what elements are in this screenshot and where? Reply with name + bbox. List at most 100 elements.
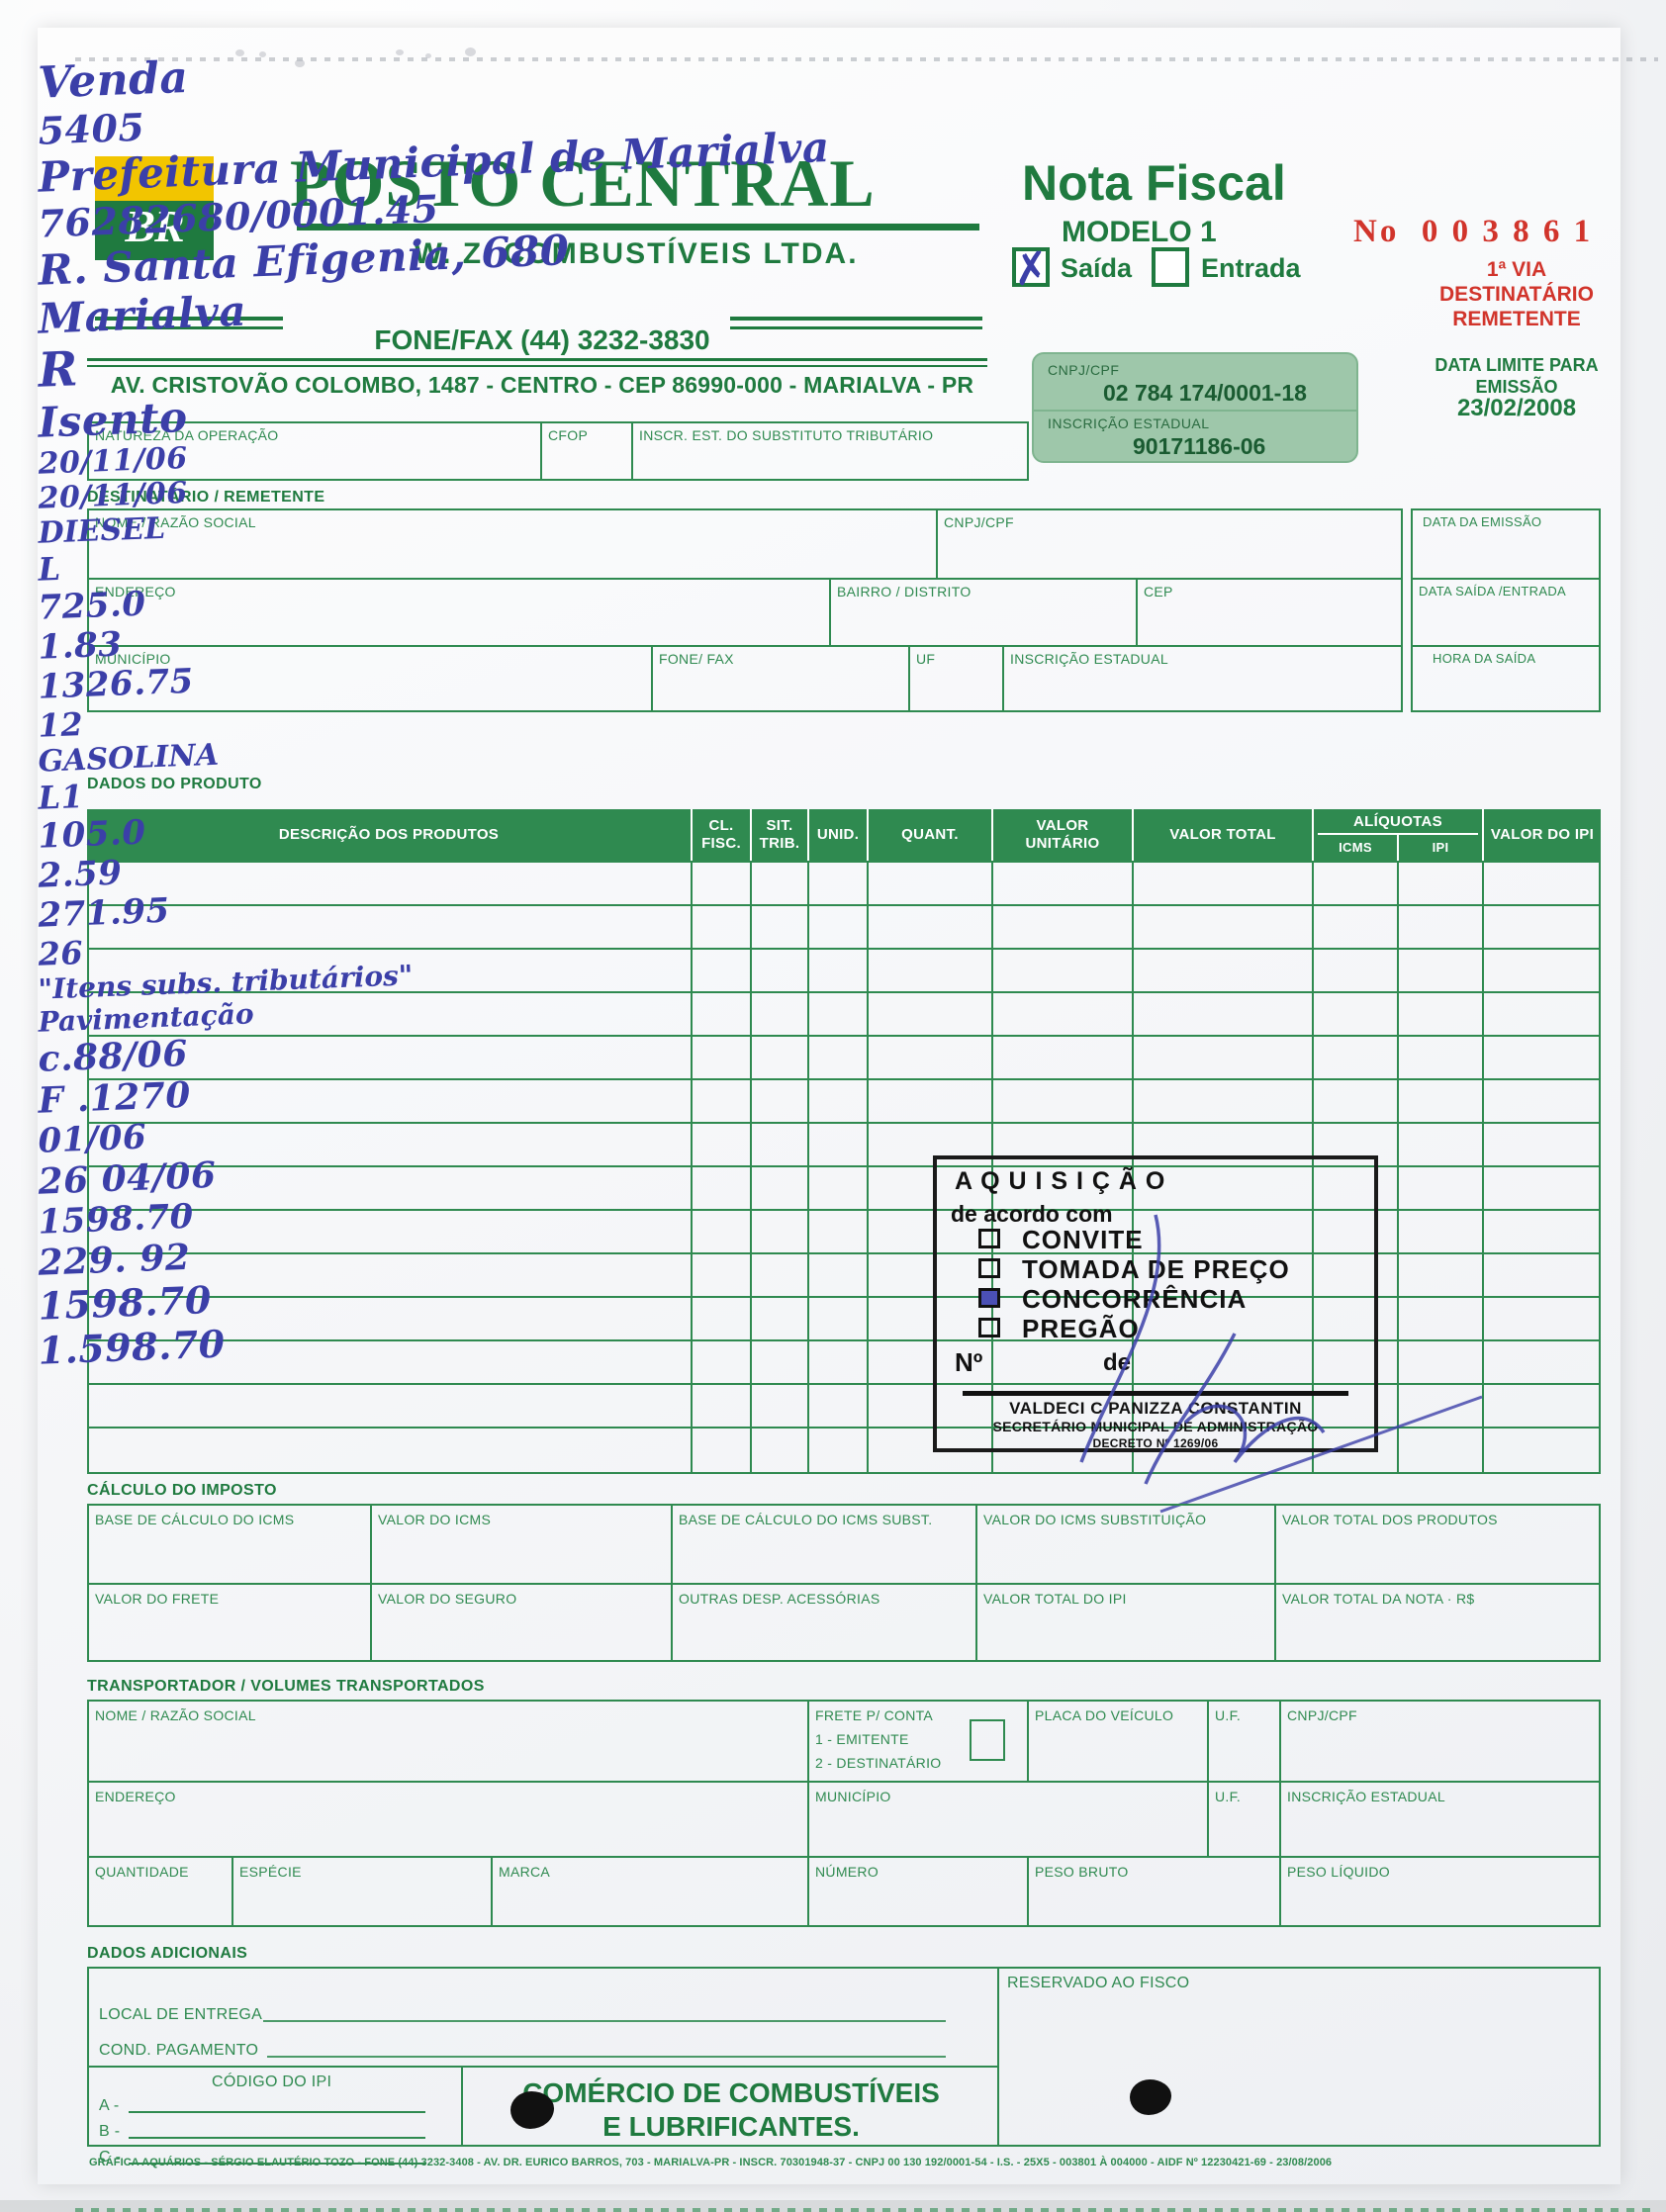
- transport-especie-label: ESPÉCIE: [239, 1864, 302, 1880]
- transport-ie-label: INSCRIÇÃO ESTADUAL: [1287, 1789, 1445, 1804]
- slogan-line-1: COMÉRCIO DE COMBUSTÍVEIS: [522, 2077, 940, 2108]
- valor-total-produtos-label: VALOR TOTAL DOS PRODUTOS: [1282, 1512, 1498, 1527]
- issuer-company: W. Z. COMBUSTÍVEIS LTDA.: [414, 237, 859, 270]
- transport-placa-label: PLACA DO VEÍCULO: [1035, 1707, 1174, 1723]
- stamp-signer-role: SECRETÁRIO MUNICIPAL DE ADMINISTRAÇÃO: [992, 1419, 1319, 1434]
- transport-numero-label: NÚMERO: [815, 1864, 879, 1880]
- base-icms-label: BASE DE CÁLCULO DO ICMS: [95, 1512, 295, 1527]
- stamp-checkbox-convite[interactable]: [978, 1229, 1000, 1248]
- issuer-ie-value: 90171186-06: [1133, 433, 1266, 459]
- via-line-2: DESTINATÁRIO: [1439, 283, 1594, 306]
- frete-conta-checkbox[interactable]: [970, 1719, 1005, 1761]
- entrada-label: Entrada: [1201, 253, 1301, 283]
- issuer-cnpj-box: CNPJ/CPF 02 784 174/0001-18 INSCRIÇÃO ES…: [1032, 352, 1358, 463]
- valor-total-nota-label: VALOR TOTAL DA NOTA · R$: [1282, 1591, 1475, 1607]
- transport-uf2-label: U.F.: [1215, 1789, 1242, 1804]
- stamp-checkbox-pregao[interactable]: [978, 1318, 1000, 1337]
- th-quant: QUANT.: [901, 826, 959, 843]
- valor-seguro-label: VALOR DO SEGURO: [378, 1591, 517, 1607]
- codigo-ipi-row-b: B -: [99, 2123, 121, 2140]
- base-icms-subst-label: BASE DE CÁLCULO DO ICMS SUBST.: [679, 1512, 933, 1527]
- valor-frete-label: VALOR DO FRETE: [95, 1591, 220, 1607]
- recipient-cnpj-label: CNPJ/CPF: [944, 514, 1014, 530]
- codigo-ipi-label: CÓDIGO DO IPI: [212, 2074, 332, 2090]
- th-valor-total: VALOR TOTAL: [1169, 826, 1276, 843]
- issuer-address: AV. CRISTOVÃO COLOMBO, 1487 - CENTRO - C…: [110, 372, 974, 398]
- ink-blob-right: [1130, 2079, 1171, 2115]
- recipient-dates-block: [1411, 508, 1601, 712]
- valor-icms-subst-label: VALOR DO ICMS SUBSTITUIÇÃO: [983, 1512, 1207, 1527]
- via-line-1: 1ª VIA: [1486, 258, 1547, 281]
- recipient-district-label: BAIRRO / DISTRITO: [837, 584, 972, 599]
- br-petrobras-logo: BR: [95, 156, 214, 260]
- transport-peso-bruto-label: PESO BRUTO: [1035, 1864, 1129, 1880]
- transport-peso-liquido-label: PESO LÍQUIDO: [1287, 1864, 1390, 1880]
- transport-marca-label: MARCA: [499, 1864, 551, 1880]
- perforation-top: [75, 57, 1658, 61]
- saida-checkbox[interactable]: [1012, 247, 1050, 287]
- slogan-line-2: E LUBRIFICANTES.: [602, 2111, 860, 2142]
- transport-name-label: NOME / RAZÃO SOCIAL: [95, 1707, 256, 1723]
- via-label: 1ª VIA DESTINATÁRIO REMETENTE: [1368, 257, 1665, 331]
- document-model: MODELO 1: [1062, 216, 1217, 248]
- title-underline: [297, 224, 979, 230]
- via-line-3: REMETENTE: [1452, 308, 1581, 330]
- products-table-body: [87, 861, 1601, 1474]
- issuer-cnpj-label: CNPJ/CPF: [1048, 362, 1120, 378]
- document-type-title: Nota Fiscal: [1022, 155, 1286, 211]
- th-valor-unit-1: VALOR: [1036, 817, 1089, 834]
- additional-block: [87, 1967, 1601, 2147]
- ink-blob-left: [510, 2091, 554, 2129]
- transport-frete-opt1: 1 - EMITENTE: [815, 1731, 909, 1747]
- transport-uf-label: U.F.: [1215, 1707, 1242, 1723]
- emission-limit-value: 23/02/2008: [1456, 395, 1577, 421]
- stamp-number-label: Nº: [955, 1347, 983, 1377]
- recipient-uf-label: UF: [916, 651, 936, 667]
- issuer-ie-label: INSCRIÇÃO ESTADUAL: [1048, 415, 1210, 431]
- transport-block: [87, 1700, 1601, 1927]
- cfop-label: CFOP: [548, 427, 589, 443]
- th-cl-fisc-1: CL.: [708, 817, 734, 834]
- recipient-name-label: NOME / RAZÃO SOCIAL: [95, 514, 256, 530]
- emission-limit: DATA LIMITE PARA EMISSÃO 23/02/2008: [1368, 354, 1665, 421]
- recipient-cep-label: CEP: [1144, 584, 1173, 599]
- transport-section-label: TRANSPORTADOR / VOLUMES TRANSPORTADOS: [87, 1678, 485, 1695]
- th-ipi: IPI: [1432, 840, 1449, 855]
- stamp-signer-name: VALDECI C PANIZZA CONSTANTIN: [1009, 1399, 1302, 1418]
- printer-fine-print: GRÁFICA AQUÁRIOS - SÉRGIO ELAUTÉRIO TOZO…: [89, 2157, 1333, 2168]
- transport-address-label: ENDEREÇO: [95, 1789, 176, 1804]
- exit-date-label: DATA SAÍDA /ENTRADA: [1419, 584, 1566, 599]
- th-aliquotas: ALÍQUOTAS: [1353, 813, 1442, 830]
- products-table-header: DESCRIÇÃO DOS PRODUTOS CL. FISC. SIT. TR…: [87, 809, 1601, 861]
- stamp-signer-decree: DECRETO Nº 1269/06: [1092, 1436, 1219, 1450]
- recipient-section-label: DESTINATÁRIO / REMETENTE: [87, 489, 325, 506]
- transport-frete-opt2: 2 - DESTINATÁRIO: [815, 1755, 942, 1771]
- inscr-subst-label: INSCR. EST. DO SUBSTITUTO TRIBUTÁRIO: [639, 427, 934, 443]
- issuer-name: POSTO CENTRAL: [290, 145, 876, 221]
- invoice-number-value: 0 0 3 8 6 1: [1421, 214, 1594, 249]
- br-logo-text: BR: [125, 201, 184, 251]
- recipient-block: [87, 508, 1403, 712]
- issuer-cnpj-value: 02 784 174/0001-18: [1103, 380, 1307, 406]
- emission-date-label: DATA DA EMISSÃO: [1423, 514, 1542, 529]
- th-valor-unit-2: UNITÁRIO: [1025, 835, 1100, 852]
- operation-row: [87, 421, 1029, 481]
- invoice-paper: BR POSTO CENTRAL W. Z. COMBUSTÍVEIS LTDA…: [38, 28, 1658, 2212]
- transport-frete-label: FRETE P/ CONTA: [815, 1707, 934, 1723]
- entrada-checkbox[interactable]: [1152, 247, 1189, 287]
- stamp-checkbox-tomada-de-preco[interactable]: [978, 1258, 1000, 1278]
- invoice-number-prefix: No: [1353, 214, 1400, 249]
- invoice-number: No 0 0 3 8 6 1: [1353, 214, 1593, 250]
- recipient-address-label: ENDEREÇO: [95, 584, 176, 599]
- th-description: DESCRIÇÃO DOS PRODUTOS: [278, 826, 500, 843]
- outras-desp-label: OUTRAS DESP. ACESSÓRIAS: [679, 1591, 880, 1607]
- emission-limit-label-2: EMISSÃO: [1475, 377, 1558, 397]
- stamp-de-label: de: [1103, 1349, 1132, 1376]
- recipient-phone-label: FONE/ FAX: [659, 651, 734, 667]
- th-sit-trib-1: SIT.: [766, 817, 793, 834]
- th-icms: ICMS: [1339, 840, 1372, 855]
- th-unid: UNID.: [816, 826, 860, 843]
- th-sit-trib-2: TRIB.: [759, 835, 800, 852]
- stamp-checkbox-concorrencia[interactable]: [978, 1288, 1000, 1308]
- taxes-section-label: CÁLCULO DO IMPOSTO: [87, 1482, 277, 1499]
